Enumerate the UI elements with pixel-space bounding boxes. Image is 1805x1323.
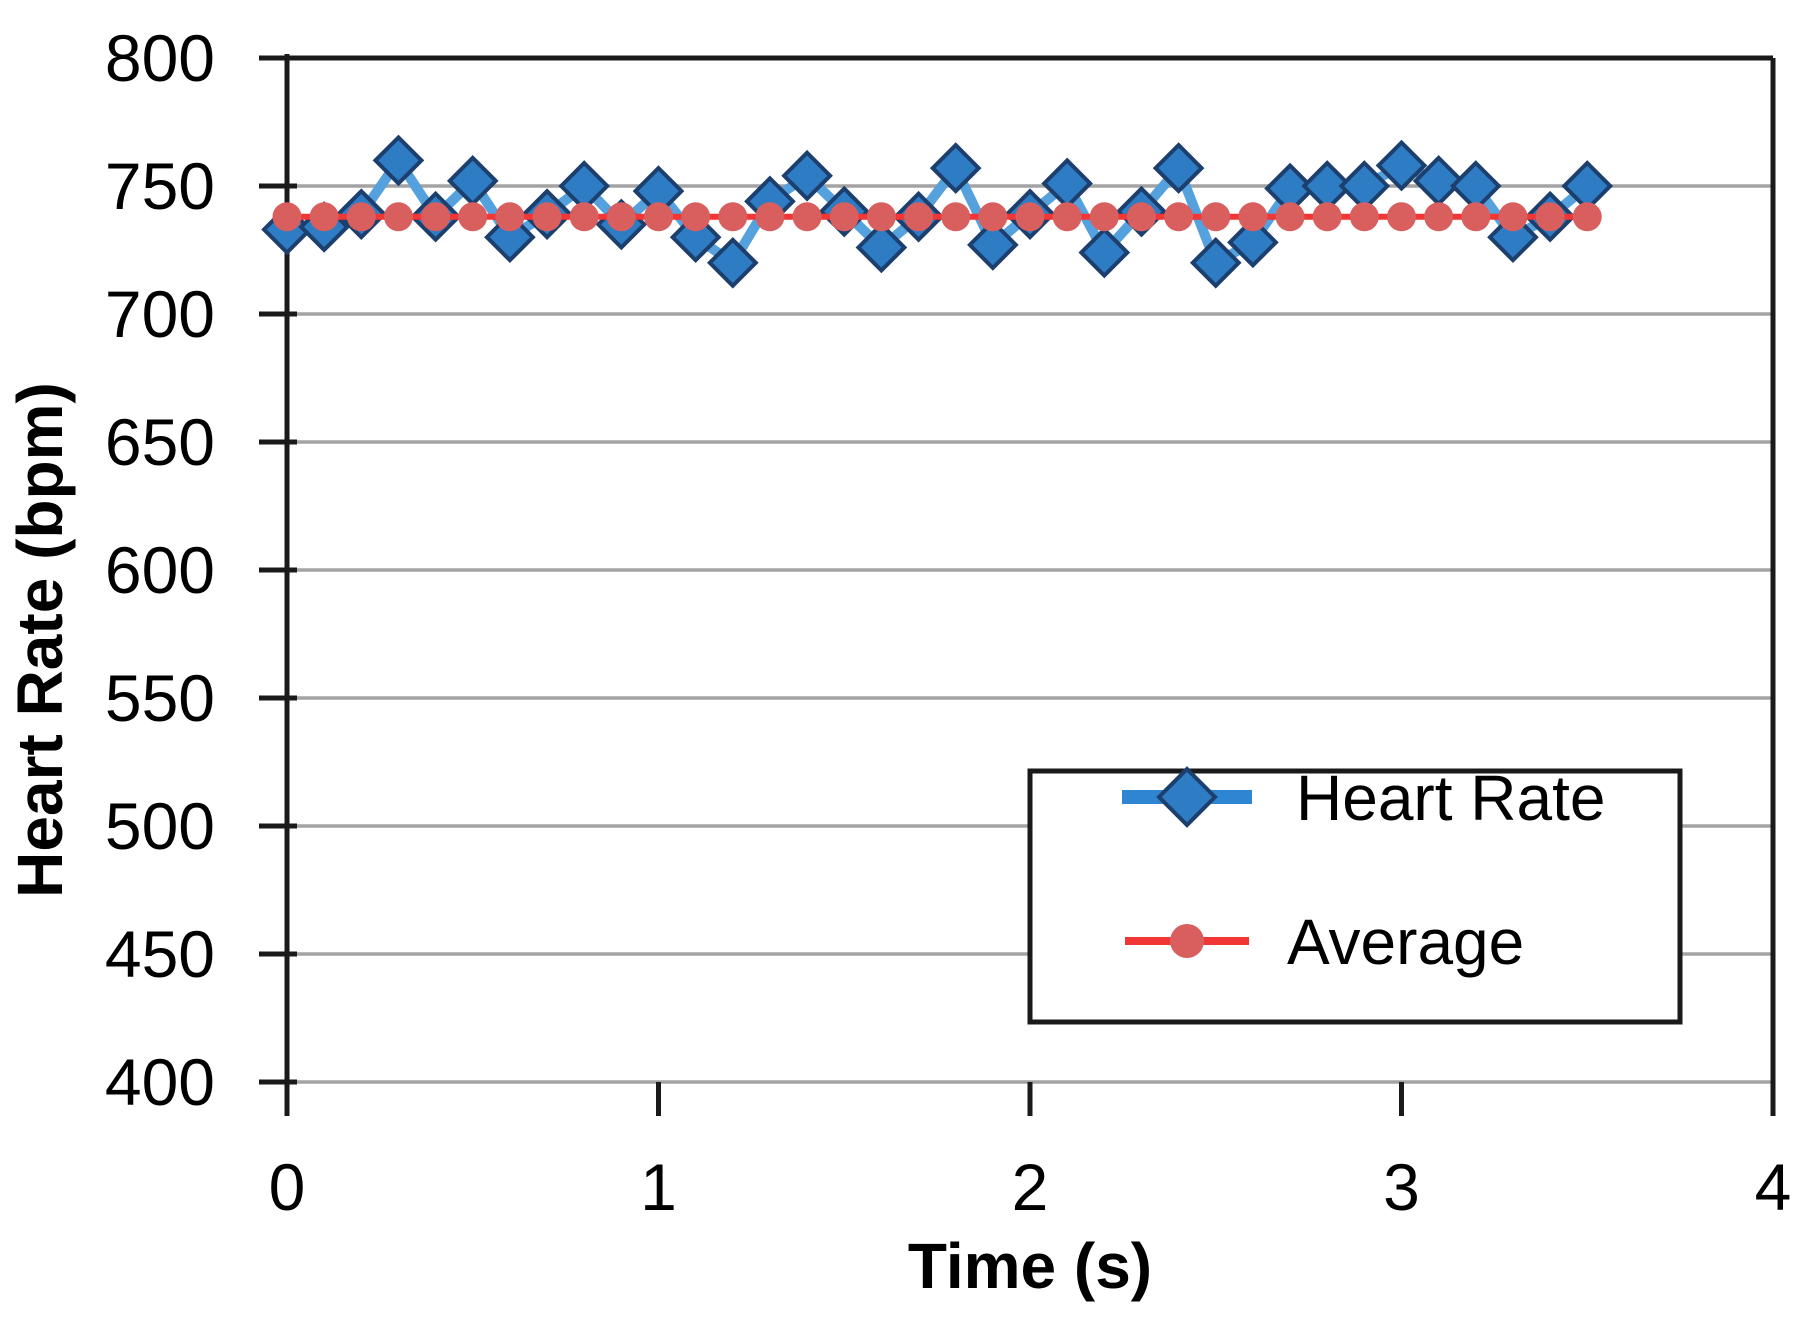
average-point-1.6 — [866, 202, 896, 232]
heart-rate-point-2.2 — [1078, 226, 1131, 279]
heart-rate-legend-diamond-icon — [1156, 766, 1218, 828]
average-point-1.4 — [792, 202, 822, 232]
y-axis-title: Heart Rate (bpm) — [4, 382, 76, 898]
y-tick-label-550: 550 — [105, 661, 215, 735]
axis-ticks — [259, 55, 1776, 1116]
average-point-3.2 — [1461, 202, 1491, 232]
average-point-1 — [644, 202, 673, 232]
average-point-1.3 — [755, 202, 785, 232]
y-tick-label-500: 500 — [105, 789, 215, 863]
x-tick-label-1: 1 — [640, 1150, 677, 1224]
heart-rate-point-3.3 — [1487, 211, 1539, 264]
average-point-1.2 — [718, 202, 748, 232]
average-point-0.9 — [606, 202, 636, 232]
y-tick-label-600: 600 — [105, 533, 215, 607]
x-tick-label-2: 2 — [1012, 1150, 1049, 1224]
heart-rate-point-1.4 — [781, 149, 833, 202]
average-point-3.4 — [1535, 202, 1565, 232]
y-tick-label-400: 400 — [105, 1045, 215, 1119]
heart-rate-point-2.6 — [1227, 216, 1279, 269]
average-point-2.9 — [1349, 202, 1379, 232]
average-point-3 — [1387, 202, 1416, 232]
average-point-2.6 — [1238, 202, 1268, 232]
average-point-2.8 — [1312, 202, 1342, 232]
average-point-0.4 — [421, 202, 451, 232]
average-point-2 — [1015, 202, 1045, 232]
y-tick-label-700: 700 — [105, 277, 215, 351]
x-tick-label-3: 3 — [1383, 1150, 1420, 1224]
x-tick-label-4: 4 — [1755, 1150, 1792, 1224]
average-point-1.8 — [941, 202, 971, 232]
data-series — [261, 134, 1614, 289]
heart-rate-point-2.5 — [1189, 236, 1242, 289]
average-point-0.7 — [532, 202, 562, 232]
heart-rate-point-3 — [1375, 139, 1428, 192]
average-point-2.7 — [1275, 202, 1305, 232]
y-tick-label-650: 650 — [105, 405, 215, 479]
average-point-1.1 — [681, 202, 711, 232]
x-tick-label-0: 0 — [269, 1150, 306, 1224]
average-point-3.1 — [1424, 202, 1454, 232]
average-legend-dot-icon — [1170, 924, 1204, 958]
average-point-0.3 — [383, 202, 413, 232]
y-tick-label-450: 450 — [105, 917, 215, 991]
average-point-1.5 — [829, 202, 859, 232]
average-point-2.4 — [1164, 202, 1194, 232]
x-axis-title: Time (s) — [908, 1230, 1152, 1302]
average-point-0.8 — [569, 202, 599, 232]
average-point-0.6 — [495, 202, 525, 232]
heart-rate-point-1.6 — [855, 221, 908, 274]
average-point-1.9 — [978, 202, 1008, 232]
legend-item-average: Average — [1125, 906, 1524, 978]
heart-rate-point-1.9 — [967, 219, 1019, 271]
legend: Heart Rate Average — [1027, 762, 1683, 1025]
average-point-2.5 — [1201, 202, 1231, 232]
average-point-0.5 — [458, 202, 488, 232]
heart-rate-point-2.4 — [1152, 142, 1205, 194]
average-point-1.7 — [904, 202, 934, 232]
y-tick-label-750: 750 — [105, 149, 215, 223]
average-point-2.3 — [1126, 202, 1156, 232]
average-point-0.1 — [309, 202, 339, 232]
average-point-3.5 — [1572, 202, 1602, 232]
axis-tick-labels: 800 750 700 650 600 550 500 450 400 0 1 2 3 4 — [105, 21, 1791, 1224]
heart-rate-point-1.8 — [929, 142, 982, 194]
heart-rate-point-1.1 — [669, 211, 722, 264]
average-point-0.2 — [346, 202, 376, 232]
y-tick-label-800: 800 — [105, 21, 215, 95]
average-point-3.3 — [1498, 202, 1528, 232]
legend-item-heart-rate: Heart Rate — [1122, 762, 1605, 834]
average-point-2.1 — [1052, 202, 1082, 232]
legend-label-heart-rate: Heart Rate — [1296, 762, 1605, 834]
heart-rate-point-1.2 — [706, 236, 759, 289]
average-point-0 — [272, 202, 302, 232]
legend-box — [1027, 768, 1683, 1025]
heart-rate-point-0.3 — [372, 134, 425, 187]
average-point-2.2 — [1089, 202, 1119, 232]
heart-rate-point-0.6 — [484, 211, 536, 264]
legend-label-average: Average — [1287, 906, 1524, 978]
